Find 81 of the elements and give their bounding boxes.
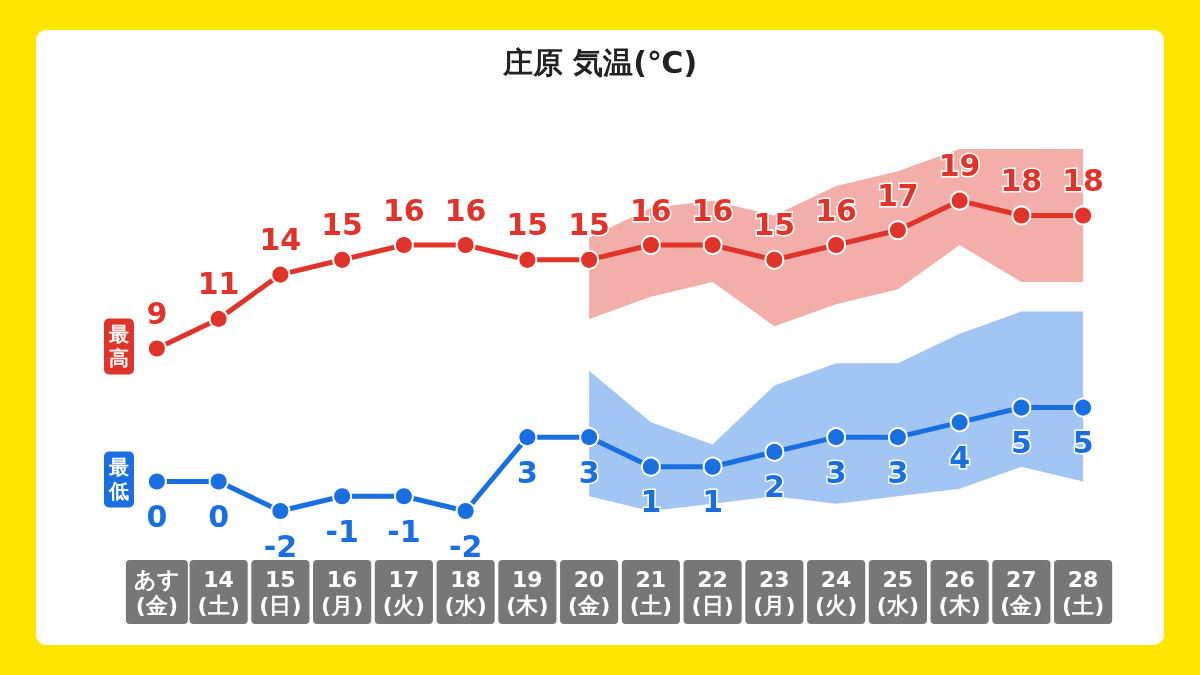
x-tick-label: 23(月): [753, 566, 796, 618]
data-label: 3: [825, 454, 847, 490]
data-label: 16: [444, 192, 487, 228]
x-tick-label: 27(金): [1000, 566, 1043, 618]
point: [640, 235, 661, 256]
data-label: 9: [146, 295, 168, 331]
data-label: 17: [877, 177, 919, 213]
data-label: 0: [208, 498, 230, 534]
series-label: 最低: [108, 455, 129, 504]
point: [826, 235, 847, 256]
point: [764, 249, 785, 270]
x-tick-label: 15(日): [259, 566, 302, 618]
data-label: 2: [763, 469, 785, 505]
point: [393, 486, 414, 507]
point: [887, 220, 908, 241]
x-tick-label: あす(金): [133, 566, 180, 618]
data-label: 0: [146, 498, 168, 534]
x-tick-label: 21(土): [629, 566, 672, 618]
x-tick-label: 20(金): [568, 566, 611, 618]
x-tick-label: 18(水): [444, 566, 487, 618]
x-tick-label: 22(日): [691, 566, 734, 618]
point: [764, 441, 785, 462]
point: [455, 235, 476, 256]
data-label: 3: [516, 454, 538, 490]
point: [393, 235, 414, 256]
series-label: 最高: [108, 322, 129, 371]
point: [208, 308, 229, 329]
point: [270, 264, 291, 285]
chart-title: 庄原 気温(℃): [501, 44, 698, 80]
data-label: 11: [197, 266, 240, 302]
x-tick-label: 28(土): [1062, 566, 1105, 618]
data-label: -2: [448, 528, 483, 564]
data-label: 16: [383, 192, 425, 228]
point: [949, 190, 970, 211]
data-label: -1: [387, 513, 421, 549]
data-label: 5: [1010, 425, 1032, 461]
point: [579, 427, 600, 448]
data-label: 15: [506, 207, 549, 243]
point: [332, 486, 353, 507]
x-tick-label: 16(月): [321, 566, 364, 618]
data-label: 5: [1072, 425, 1094, 461]
point: [146, 338, 167, 359]
data-label: 1: [640, 484, 662, 520]
data-label: -2: [263, 528, 298, 564]
point: [1011, 205, 1032, 226]
point: [949, 412, 970, 433]
data-label: 15: [321, 207, 363, 243]
data-label: 19: [938, 148, 981, 184]
data-label: 15: [568, 207, 610, 243]
x-tick-label: 25(水): [876, 566, 919, 618]
point: [208, 471, 229, 492]
point: [640, 456, 661, 477]
data-label: 4: [949, 439, 971, 475]
data-label: 15: [753, 207, 796, 243]
x-tick-label: 26(木): [938, 566, 981, 618]
point: [826, 427, 847, 448]
point: [1011, 397, 1032, 418]
point: [146, 471, 167, 492]
point: [332, 249, 353, 270]
point: [517, 427, 538, 448]
point: [1073, 397, 1094, 418]
x-tick-label: 24(火): [815, 566, 858, 618]
data-label: 3: [578, 454, 600, 490]
data-label: 18: [1000, 162, 1043, 198]
point: [1073, 205, 1094, 226]
x-tick-label: 19(木): [506, 566, 549, 618]
point: [702, 235, 723, 256]
point: [270, 501, 291, 522]
point: [702, 456, 723, 477]
data-label: 14: [259, 222, 302, 258]
point: [517, 249, 538, 270]
data-label: 16: [815, 192, 857, 228]
point: [579, 249, 600, 270]
x-tick-label: 14(土): [197, 566, 240, 618]
data-label: 3: [887, 454, 909, 490]
data-label: 16: [691, 192, 734, 228]
data-label: -1: [325, 513, 359, 549]
point: [887, 427, 908, 448]
x-tick-label: 17(火): [382, 566, 425, 618]
point: [455, 501, 476, 522]
data-label: 18: [1062, 162, 1104, 198]
